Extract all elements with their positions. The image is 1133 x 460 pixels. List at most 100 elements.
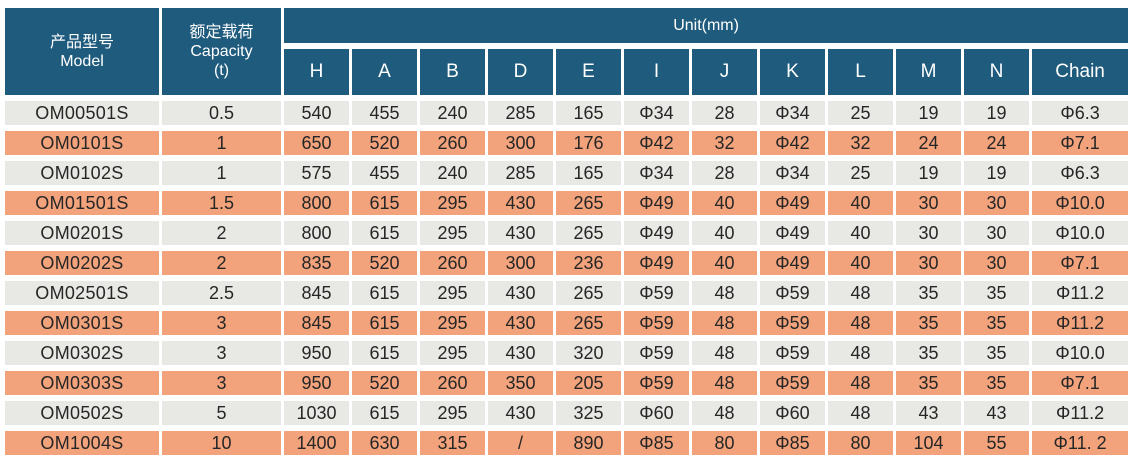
dimension-cell: 265 xyxy=(556,221,621,245)
dimension-cell: 430 xyxy=(488,221,553,245)
dimension-cell: Φ49 xyxy=(624,191,689,215)
dimension-cell: / xyxy=(488,431,553,455)
dimension-cell: Φ10.0 xyxy=(1032,341,1129,365)
dimension-cell: 265 xyxy=(556,191,621,215)
dimension-cell: 890 xyxy=(556,431,621,455)
header-col-i: I xyxy=(624,49,689,95)
header-capacity-en: Capacity xyxy=(190,43,253,60)
dimension-cell: 615 xyxy=(352,221,417,245)
table-row: OM00501S 0.5 540 455 240 285 165 Φ34 28 Φ34 25 19 19… xyxy=(5,101,1129,125)
dimension-cell: 520 xyxy=(352,371,417,395)
dimension-cell: 320 xyxy=(556,341,621,365)
capacity-cell: 3 xyxy=(162,311,281,335)
dimension-cell: Φ59 xyxy=(624,281,689,305)
capacity-cell: 3 xyxy=(162,341,281,365)
dimension-cell: 30 xyxy=(896,251,961,275)
dimension-cell: 32 xyxy=(692,131,757,155)
dimension-cell: 295 xyxy=(420,401,485,425)
dimension-cell: 165 xyxy=(556,101,621,125)
table-header: 产品型号 Model 额定载荷 Capacity (t) Unit(mm) H … xyxy=(5,8,1129,95)
dimension-cell: 236 xyxy=(556,251,621,275)
dimension-cell: 295 xyxy=(420,281,485,305)
dimension-cell: 40 xyxy=(692,191,757,215)
capacity-cell: 3 xyxy=(162,371,281,395)
dimension-cell: 43 xyxy=(964,401,1029,425)
dimension-cell: Φ42 xyxy=(624,131,689,155)
dimension-cell: Φ59 xyxy=(624,341,689,365)
capacity-cell: 2 xyxy=(162,251,281,275)
header-col-m: M xyxy=(896,49,961,95)
dimension-cell: 295 xyxy=(420,311,485,335)
dimension-cell: 35 xyxy=(964,281,1029,305)
dimension-cell: 30 xyxy=(896,191,961,215)
dimension-cell: 520 xyxy=(352,131,417,155)
capacity-cell: 1.5 xyxy=(162,191,281,215)
dimension-cell: Φ85 xyxy=(624,431,689,455)
dimension-cell: 800 xyxy=(284,221,349,245)
dimension-cell: 35 xyxy=(896,311,961,335)
model-cell: OM0301S xyxy=(5,311,159,335)
dimension-cell: 1030 xyxy=(284,401,349,425)
capacity-cell: 10 xyxy=(162,431,281,455)
dimension-cell: 19 xyxy=(896,101,961,125)
dimension-cell: 300 xyxy=(488,131,553,155)
table-row: OM0301S 3 845 615 295 430 265 Φ59 48 Φ59 48 35 35 Φ11… xyxy=(5,311,1129,335)
dimension-cell: 285 xyxy=(488,101,553,125)
dimension-cell: 28 xyxy=(692,101,757,125)
dimension-cell: 205 xyxy=(556,371,621,395)
capacity-cell: 1 xyxy=(162,161,281,185)
dimension-cell: 24 xyxy=(896,131,961,155)
dimension-cell: Φ11.2 xyxy=(1032,311,1129,335)
header-col-chain: Chain xyxy=(1032,49,1129,95)
dimension-cell: Φ10.0 xyxy=(1032,221,1129,245)
table-row: OM02501S 2.5 845 615 295 430 265 Φ59 48 Φ59 48 35 35… xyxy=(5,281,1129,305)
model-cell: OM0302S xyxy=(5,341,159,365)
dimension-cell: 315 xyxy=(420,431,485,455)
header-unit-mm: Unit(mm) xyxy=(284,8,1129,43)
dimension-cell: 35 xyxy=(964,371,1029,395)
dimension-cell: 19 xyxy=(964,101,1029,125)
dimension-cell: 240 xyxy=(420,101,485,125)
dimension-cell: 30 xyxy=(964,191,1029,215)
dimension-cell: Φ59 xyxy=(760,341,825,365)
dimension-cell: 28 xyxy=(692,161,757,185)
header-row-dims: H A B D E I J K L M N Chain xyxy=(5,49,1129,95)
dimension-cell: 285 xyxy=(488,161,553,185)
table-row: OM01501S 1.5 800 615 295 430 265 Φ49 40 Φ49 40 30 30… xyxy=(5,191,1129,215)
header-model: 产品型号 Model xyxy=(5,8,159,95)
model-cell: OM0102S xyxy=(5,161,159,185)
table-row: OM0201S 2 800 615 295 430 265 Φ49 40 Φ49 40 30 30 Φ10… xyxy=(5,221,1129,245)
dimension-cell: 615 xyxy=(352,281,417,305)
dimension-cell: 40 xyxy=(828,221,893,245)
dimension-cell: Φ60 xyxy=(760,401,825,425)
model-cell: OM02501S xyxy=(5,281,159,305)
dimension-cell: 295 xyxy=(420,221,485,245)
dimension-cell: 48 xyxy=(828,401,893,425)
dimension-cell: 24 xyxy=(964,131,1029,155)
dimension-cell: 300 xyxy=(488,251,553,275)
dimension-cell: 615 xyxy=(352,401,417,425)
dimension-cell: 260 xyxy=(420,371,485,395)
capacity-cell: 5 xyxy=(162,401,281,425)
dimension-cell: 615 xyxy=(352,191,417,215)
capacity-cell: 2.5 xyxy=(162,281,281,305)
table-row: OM0303S 3 950 520 260 350 205 Φ59 48 Φ59 48 35 35 Φ7.… xyxy=(5,371,1129,395)
dimension-cell: Φ59 xyxy=(760,281,825,305)
table-row: OM0502S 5 1030 615 295 430 325 Φ60 48 Φ60 48 43 43 Φ1… xyxy=(5,401,1129,425)
dimension-cell: Φ59 xyxy=(624,371,689,395)
table-row: OM0202S 2 835 520 260 300 236 Φ49 40 Φ49 40 30 30 Φ7.… xyxy=(5,251,1129,275)
dimension-cell: 575 xyxy=(284,161,349,185)
dimension-cell: 615 xyxy=(352,341,417,365)
model-cell: OM1004S xyxy=(5,431,159,455)
dimension-cell: Φ49 xyxy=(624,221,689,245)
dimension-cell: Φ85 xyxy=(760,431,825,455)
dimension-cell: Φ7.1 xyxy=(1032,371,1129,395)
header-col-d: D xyxy=(488,49,553,95)
capacity-cell: 1 xyxy=(162,131,281,155)
model-cell: OM00501S xyxy=(5,101,159,125)
header-model-cn: 产品型号 xyxy=(49,33,114,51)
table-body: OM00501S 0.5 540 455 240 285 165 Φ34 28 Φ34 25 19 19… xyxy=(5,101,1129,455)
dimension-cell: Φ7.1 xyxy=(1032,251,1129,275)
capacity-cell: 2 xyxy=(162,221,281,245)
dimension-cell: 48 xyxy=(828,281,893,305)
